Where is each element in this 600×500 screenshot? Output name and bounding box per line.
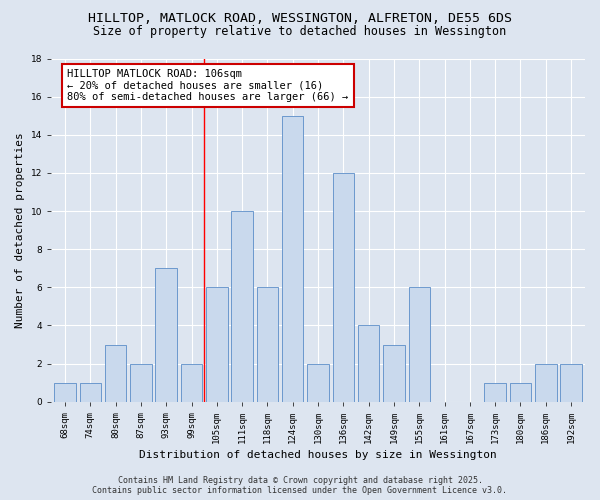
Bar <box>560 364 582 402</box>
Bar <box>383 344 405 402</box>
Text: HILLTOP MATLOCK ROAD: 106sqm
← 20% of detached houses are smaller (16)
80% of se: HILLTOP MATLOCK ROAD: 106sqm ← 20% of de… <box>67 69 349 102</box>
Bar <box>510 382 531 402</box>
Bar <box>409 288 430 402</box>
Bar <box>332 173 354 402</box>
Bar <box>282 116 304 402</box>
Bar <box>54 382 76 402</box>
Bar <box>80 382 101 402</box>
Text: Size of property relative to detached houses in Wessington: Size of property relative to detached ho… <box>94 25 506 38</box>
Bar <box>105 344 127 402</box>
Bar <box>232 211 253 402</box>
Bar <box>181 364 202 402</box>
Text: Contains HM Land Registry data © Crown copyright and database right 2025.
Contai: Contains HM Land Registry data © Crown c… <box>92 476 508 495</box>
Bar <box>358 326 379 402</box>
Bar <box>130 364 152 402</box>
X-axis label: Distribution of detached houses by size in Wessington: Distribution of detached houses by size … <box>139 450 497 460</box>
Text: HILLTOP, MATLOCK ROAD, WESSINGTON, ALFRETON, DE55 6DS: HILLTOP, MATLOCK ROAD, WESSINGTON, ALFRE… <box>88 12 512 26</box>
Bar <box>155 268 177 402</box>
Bar <box>484 382 506 402</box>
Bar <box>535 364 557 402</box>
Bar <box>307 364 329 402</box>
Bar <box>257 288 278 402</box>
Bar <box>206 288 227 402</box>
Y-axis label: Number of detached properties: Number of detached properties <box>15 132 25 328</box>
